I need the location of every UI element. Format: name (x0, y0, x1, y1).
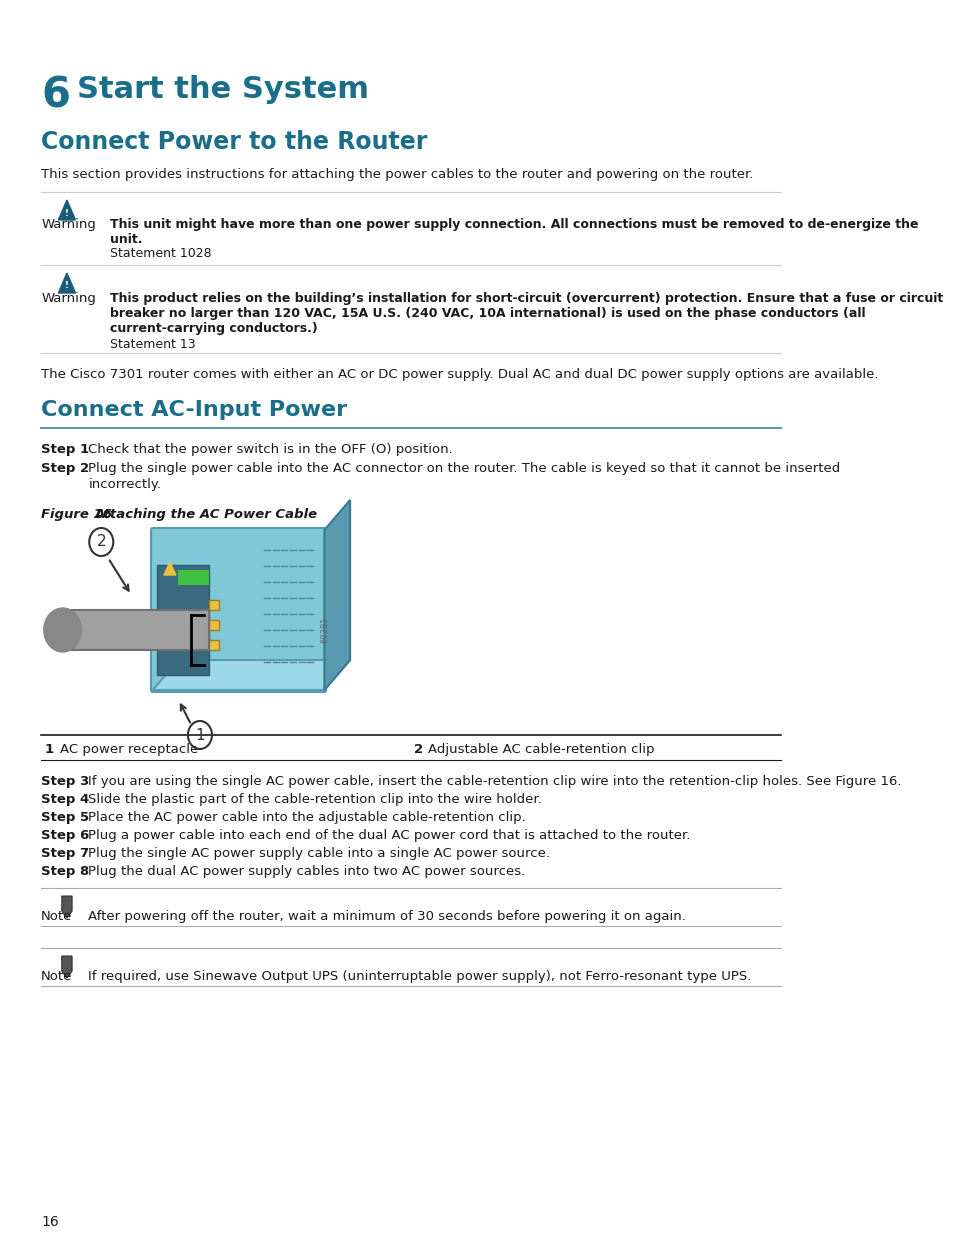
Text: !: ! (65, 209, 69, 217)
Text: If you are using the single AC power cable, insert the cable-retention clip wire: If you are using the single AC power cab… (89, 776, 901, 788)
FancyBboxPatch shape (209, 640, 218, 650)
Text: Figure 16: Figure 16 (41, 508, 112, 521)
Text: Step 7: Step 7 (41, 847, 90, 860)
Text: After powering off the router, wait a minimum of 30 seconds before powering it o: After powering off the router, wait a mi… (89, 910, 685, 923)
Polygon shape (324, 500, 350, 690)
Text: 2: 2 (96, 535, 106, 550)
Text: incorrectly.: incorrectly. (89, 478, 161, 492)
Text: Warning: Warning (41, 219, 96, 231)
Text: Place the AC power cable into the adjustable cable-retention clip.: Place the AC power cable into the adjust… (89, 811, 526, 824)
Text: Slide the plastic part of the cable-retention clip into the wire holder.: Slide the plastic part of the cable-rete… (89, 793, 541, 806)
FancyBboxPatch shape (209, 620, 218, 630)
Text: Step 1: Step 1 (41, 443, 90, 456)
Text: Step 2: Step 2 (41, 462, 90, 475)
Text: This product relies on the building’s installation for short-circuit (overcurren: This product relies on the building’s in… (110, 291, 943, 335)
Text: 16: 16 (41, 1215, 59, 1229)
Polygon shape (164, 562, 175, 576)
Text: Step 4: Step 4 (41, 793, 90, 806)
Text: Step 6: Step 6 (41, 829, 90, 842)
Text: Check that the power switch is in the OFF (O) position.: Check that the power switch is in the OF… (89, 443, 453, 456)
FancyBboxPatch shape (209, 600, 218, 610)
Text: If required, use Sinewave Output UPS (uninterruptable power supply), not Ferro-r: If required, use Sinewave Output UPS (un… (89, 969, 751, 983)
Text: Adjustable AC cable-retention clip: Adjustable AC cable-retention clip (428, 743, 654, 756)
Text: Plug the single AC power supply cable into a single AC power source.: Plug the single AC power supply cable in… (89, 847, 550, 860)
Text: !: ! (65, 282, 69, 290)
Polygon shape (58, 200, 75, 220)
Text: Note: Note (41, 969, 72, 983)
Text: This unit might have more than one power supply connection. All connections must: This unit might have more than one power… (110, 219, 918, 246)
Text: Connect Power to the Router: Connect Power to the Router (41, 130, 427, 154)
FancyBboxPatch shape (157, 564, 209, 676)
FancyBboxPatch shape (151, 529, 326, 692)
Text: Connect AC-Input Power: Connect AC-Input Power (41, 400, 347, 420)
Text: Note: Note (41, 910, 72, 923)
Text: Step 3: Step 3 (41, 776, 90, 788)
Text: Step 5: Step 5 (41, 811, 90, 824)
Polygon shape (62, 897, 72, 918)
Text: Plug a power cable into each end of the dual AC power cord that is attached to t: Plug a power cable into each end of the … (89, 829, 690, 842)
Text: AC power receptacle: AC power receptacle (60, 743, 198, 756)
Text: Step 8: Step 8 (41, 864, 90, 878)
Text: Warning: Warning (41, 291, 96, 305)
Text: Statement 1028: Statement 1028 (110, 247, 212, 261)
Text: Plug the single power cable into the AC connector on the router. The cable is ke: Plug the single power cable into the AC … (89, 462, 840, 475)
Circle shape (44, 608, 81, 652)
Text: 1: 1 (195, 727, 205, 742)
FancyBboxPatch shape (58, 610, 209, 650)
Text: Statement 13: Statement 13 (110, 338, 195, 351)
Text: Attaching the AC Power Cable: Attaching the AC Power Cable (94, 508, 317, 521)
Text: 2: 2 (414, 743, 423, 756)
Polygon shape (152, 659, 350, 690)
Text: The Cisco 7301 router comes with either an AC or DC power supply. Dual AC and du: The Cisco 7301 router comes with either … (41, 368, 878, 382)
Text: This section provides instructions for attaching the power cables to the router : This section provides instructions for a… (41, 168, 753, 182)
Polygon shape (58, 273, 75, 293)
Text: 60281: 60281 (320, 616, 329, 643)
Text: 1: 1 (45, 743, 53, 756)
Text: Start the System: Start the System (77, 75, 369, 104)
Polygon shape (62, 956, 72, 978)
Text: Plug the dual AC power supply cables into two AC power sources.: Plug the dual AC power supply cables int… (89, 864, 525, 878)
FancyBboxPatch shape (178, 571, 209, 585)
Text: 6: 6 (41, 75, 71, 117)
